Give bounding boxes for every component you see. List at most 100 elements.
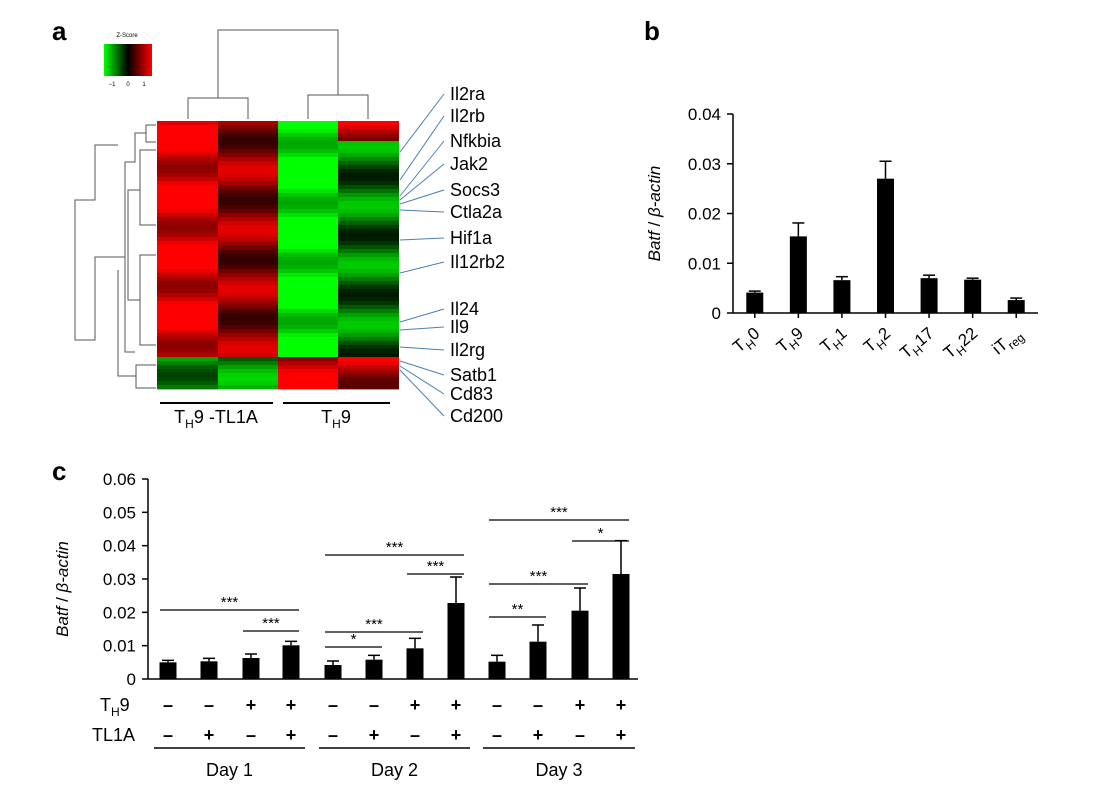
heatmap-cell	[278, 321, 338, 326]
heatmap-cell	[338, 165, 399, 170]
bar	[488, 661, 506, 679]
heatmap-cell	[218, 137, 278, 142]
heatmap-cell	[157, 177, 218, 182]
heatmap-cell	[157, 301, 218, 306]
heatmap-cell	[157, 289, 218, 294]
significance-label: ***	[530, 568, 548, 585]
heatmap-cell	[218, 337, 278, 342]
heatmap-cell	[278, 289, 338, 294]
heatmap-cell	[157, 349, 218, 354]
gene-label: Socs3	[450, 180, 500, 200]
heatmap-cell	[157, 201, 218, 206]
gene-pointer-line	[399, 365, 445, 395]
heatmap-cell	[218, 121, 278, 126]
heatmap-cell	[278, 165, 338, 170]
th9-sign: –	[369, 695, 379, 715]
gene-pointer-line	[399, 189, 445, 205]
heatmap-cell	[218, 125, 278, 130]
tl1a-sign: –	[163, 725, 173, 745]
heatmap-cell	[338, 233, 399, 238]
heatmap-cell	[338, 173, 399, 178]
heatmap-cell	[338, 345, 399, 350]
heatmap-cell	[278, 333, 338, 338]
heatmap-cell	[157, 141, 218, 146]
heatmap-cell	[278, 301, 338, 306]
th9-sign: +	[451, 695, 462, 715]
heatmap-cell	[278, 265, 338, 270]
gene-pointer-line	[399, 308, 445, 323]
heatmap-cell	[218, 321, 278, 326]
bar	[1007, 300, 1025, 313]
bar	[200, 661, 218, 679]
heatmap-cell	[157, 345, 218, 350]
heatmap-cell	[278, 217, 338, 222]
heatmap-cell	[278, 357, 338, 362]
heatmap-cell	[338, 225, 399, 230]
heatmap-cell	[157, 329, 218, 334]
heatmap-cell	[157, 385, 218, 390]
heatmap-cell	[278, 337, 338, 342]
heatmap-cell	[157, 249, 218, 254]
y-tick-label: 0.01	[688, 254, 721, 273]
heatmap-cell	[157, 257, 218, 262]
heatmap-cell	[218, 165, 278, 170]
th9-sign: –	[204, 695, 214, 715]
gene-label: Il12rb2	[450, 252, 505, 272]
th9-sign: +	[616, 695, 627, 715]
heatmap-cell	[338, 161, 399, 166]
bar	[877, 178, 894, 313]
significance-label: ***	[221, 594, 239, 611]
heatmap-cell	[157, 337, 218, 342]
heatmap-cell	[218, 381, 278, 386]
gene-label: Cd83	[450, 384, 493, 404]
heatmap-cell	[338, 301, 399, 306]
heatmap-cell	[338, 177, 399, 182]
heatmap-cell	[157, 217, 218, 222]
heatmap-cell	[218, 133, 278, 138]
heatmap-cell	[338, 245, 399, 250]
heatmap-cell	[338, 269, 399, 274]
heatmap-cell	[218, 357, 278, 362]
heatmap-cell	[278, 257, 338, 262]
significance-label: ***	[550, 504, 568, 521]
heatmap-cell	[278, 361, 338, 366]
heatmap-cell	[157, 133, 218, 138]
heatmap-cell	[338, 201, 399, 206]
heatmap-cell	[218, 149, 278, 154]
bar	[746, 292, 764, 313]
x-tick-label: TH0	[729, 324, 766, 360]
heatmap-cell	[157, 269, 218, 274]
heatmap-cell	[278, 377, 338, 382]
heatmap-cell	[278, 173, 338, 178]
bar	[920, 278, 938, 313]
zscore-color-key	[104, 44, 152, 76]
heatmap-cell	[338, 337, 399, 342]
th9-sign: +	[410, 695, 421, 715]
th9-sign: +	[575, 695, 586, 715]
heatmap-cell	[218, 349, 278, 354]
heatmap-cell	[278, 261, 338, 266]
heatmap-cell	[157, 373, 218, 378]
gene-label: Il2ra	[450, 84, 486, 104]
heatmap-cell	[278, 373, 338, 378]
x-tick-label: TH17	[896, 324, 940, 366]
heatmap-cell	[157, 125, 218, 130]
heatmap-cell	[157, 321, 218, 326]
heatmap-cell	[338, 325, 399, 330]
bar	[964, 279, 982, 313]
heatmap-cell	[278, 369, 338, 374]
y-tick-label: 0.01	[103, 637, 136, 656]
day-label: Day 2	[371, 760, 418, 780]
heatmap-cell	[278, 341, 338, 346]
gene-label: Jak2	[450, 154, 488, 174]
th9-sign: +	[286, 695, 297, 715]
significance-label: ***	[427, 558, 445, 575]
gene-pointer-line	[399, 209, 445, 213]
heatmap-cell	[218, 169, 278, 174]
y-tick-label: 0.04	[688, 105, 721, 124]
bar	[159, 662, 177, 679]
heatmap-cell	[157, 181, 218, 186]
heatmap-cell	[218, 277, 278, 282]
heatmap-cell	[157, 261, 218, 266]
